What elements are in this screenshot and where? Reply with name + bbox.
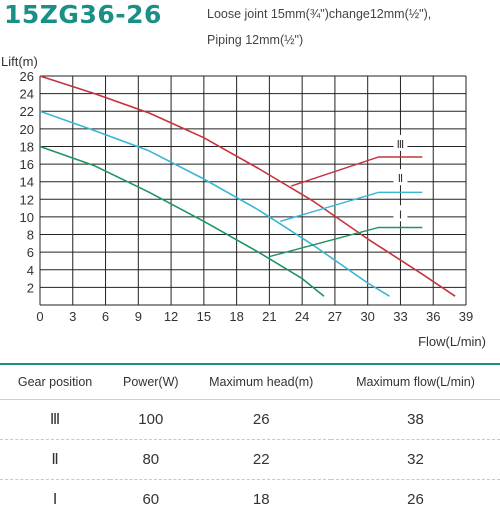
y-tick-label: 24 <box>20 87 34 102</box>
cell-gear: Ⅰ <box>52 491 58 508</box>
header-max-flow: Maximum flow(L/min) <box>331 364 500 400</box>
header-max-head: Maximum head(m) <box>191 364 332 400</box>
series-line <box>39 75 456 297</box>
x-tick-label: 3 <box>69 309 76 324</box>
cell-max-head: 18 <box>252 490 270 508</box>
header-power: Power(W) <box>110 364 192 400</box>
spec-line-joint: Loose joint 15mm(¾")change12mm(½"), <box>207 7 432 21</box>
gear-label-background <box>393 169 408 186</box>
series-line <box>39 145 325 297</box>
chart-annotations: Ⅲ Ⅱ Ⅰ <box>269 134 423 258</box>
x-tick-label: 36 <box>426 309 440 324</box>
y-tick-label: 10 <box>20 210 34 225</box>
chart-grid <box>39 75 467 306</box>
y-tick-label: 18 <box>20 139 34 154</box>
x-tick-label: 27 <box>328 309 342 324</box>
cell-max-head: 22 <box>191 439 332 480</box>
y-tick-label: 14 <box>20 175 34 190</box>
x-tick-label: 24 <box>295 309 309 324</box>
gear-leader-line <box>280 191 423 222</box>
x-tick-label: 18 <box>229 309 243 324</box>
y-tick-label: 26 <box>20 69 34 84</box>
y-tick-label: 2 <box>27 280 34 295</box>
specs-table: Gear position Power(W) Maximum head(m) M… <box>0 363 500 519</box>
y-tick-label: 8 <box>27 228 34 243</box>
gear-label: Ⅲ <box>397 139 405 151</box>
y-tick-label: 22 <box>20 104 34 119</box>
y-tick-label: 20 <box>20 122 34 137</box>
cell-max-head: 26 <box>191 399 332 440</box>
cell-max-flow: 38 <box>331 399 500 440</box>
x-tick-label: 21 <box>262 309 276 324</box>
x-tick-label: 9 <box>135 309 142 324</box>
spec-line-piping: Piping 12mm(½") <box>207 33 304 47</box>
cell-power: 80 <box>110 439 192 480</box>
table-row: Ⅲ 100 26 38 <box>0 399 500 440</box>
gear-label-background <box>393 134 408 151</box>
x-tick-label: 6 <box>102 309 109 324</box>
gear-leader-line <box>290 156 423 187</box>
x-tick-label: 12 <box>164 309 178 324</box>
cell-gear: Ⅱ <box>0 439 111 480</box>
model-title: 15ZG36-26 <box>4 0 162 29</box>
cell-power: 60 <box>142 490 160 508</box>
pump-curve-chart: 0 3 6 9 12 15 18 21 24 27 30 33 36 392468101214161820… <box>1 54 486 349</box>
y-tick-label: 6 <box>27 245 34 260</box>
y-tick-label: 12 <box>20 192 34 207</box>
cell-power: 100 <box>110 399 192 440</box>
x-tick-label: 39 <box>459 309 473 324</box>
series-line <box>39 110 390 297</box>
cell-max-flow: 26 <box>407 490 424 508</box>
x-tick-label: 33 <box>393 309 407 324</box>
chart-curves <box>39 75 456 297</box>
gear-label-background <box>393 205 408 222</box>
x-tick-label: 30 <box>360 309 374 324</box>
header-gear-position: Gear position <box>0 364 111 400</box>
gear-leader-line <box>269 226 423 258</box>
cell-gear: Ⅲ <box>0 399 111 440</box>
x-axis-label: Flow(L/min) <box>418 334 486 349</box>
table-row: Ⅰ 60 18 26 <box>0 479 500 519</box>
cell-max-flow: 32 <box>331 439 500 480</box>
y-tick-label: 4 <box>27 263 34 278</box>
chart-tick-labels: 0 3 6 9 12 15 18 21 24 27 30 33 36 392468101214161820… <box>20 69 474 324</box>
gear-label: Ⅰ <box>399 209 402 221</box>
table-row: Ⅱ 80 22 32 <box>0 439 500 480</box>
y-tick-label: 16 <box>20 157 34 172</box>
y-axis-label: Lift(m) <box>1 54 38 69</box>
gear-label: Ⅱ <box>398 173 403 185</box>
x-tick-label: 15 <box>197 309 211 324</box>
x-tick-label: 0 <box>36 309 43 324</box>
table-header-row: Gear position Power(W) Maximum head(m) M… <box>0 364 500 400</box>
